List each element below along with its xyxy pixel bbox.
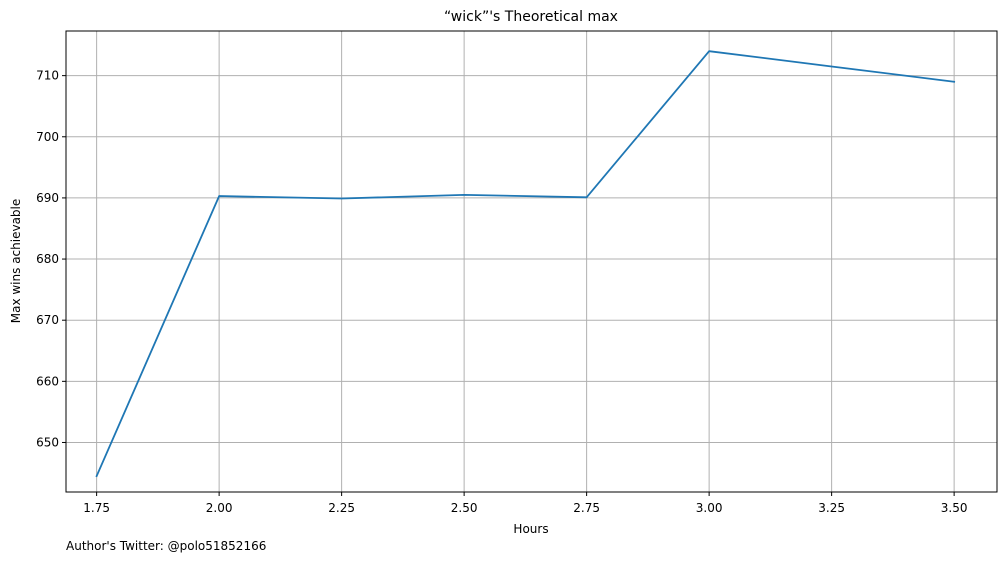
y-tick-label: 670 bbox=[36, 313, 59, 327]
plot-area bbox=[95, 50, 956, 478]
y-tick-label: 710 bbox=[36, 69, 59, 83]
x-axis-ticks: 1.75 2.00 2.25 2.50 2.75 3.00 3.25 3.50 bbox=[83, 492, 967, 515]
x-tick-label: 2.25 bbox=[328, 501, 355, 515]
y-axis-ticks: 650 660 670 680 690 700 710 bbox=[36, 69, 66, 449]
y-tick-label: 650 bbox=[36, 435, 59, 449]
x-tick-label: 2.50 bbox=[451, 501, 478, 515]
y-tick-label: 690 bbox=[36, 191, 59, 205]
series-line bbox=[95, 50, 956, 478]
x-tick-label: 2.00 bbox=[206, 501, 233, 515]
x-tick-label: 1.75 bbox=[83, 501, 110, 515]
axes-frame bbox=[65, 30, 998, 493]
y-tick-label: 680 bbox=[36, 252, 59, 266]
x-tick-label: 3.50 bbox=[941, 501, 968, 515]
x-tick-label: 2.75 bbox=[573, 501, 600, 515]
author-credit: Author's Twitter: @polo51852166 bbox=[66, 539, 266, 553]
x-axis-label: Hours bbox=[513, 522, 548, 536]
grid bbox=[66, 31, 997, 492]
x-tick-label: 3.25 bbox=[818, 501, 845, 515]
chart-title: “wick”'s Theoretical max bbox=[444, 9, 618, 25]
y-tick-label: 700 bbox=[36, 130, 59, 144]
x-tick-label: 3.00 bbox=[696, 501, 723, 515]
y-axis-label: Max wins achievable bbox=[9, 199, 23, 324]
y-tick-label: 660 bbox=[36, 374, 59, 388]
